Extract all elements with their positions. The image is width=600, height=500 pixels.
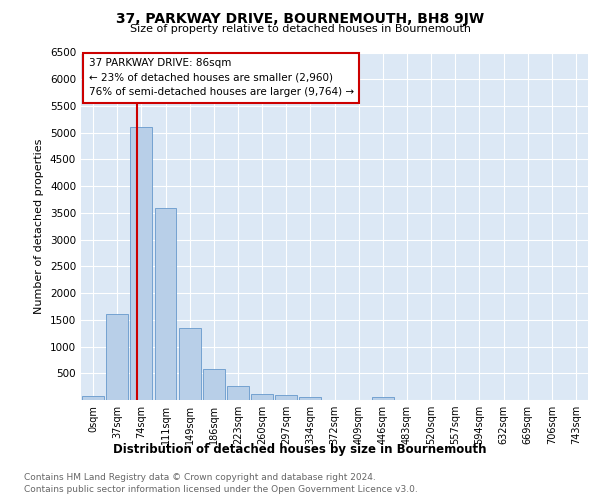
- Bar: [203, 369, 224, 400]
- Bar: [251, 394, 273, 400]
- Bar: [106, 314, 128, 400]
- Bar: [82, 396, 104, 400]
- Bar: [155, 208, 176, 400]
- Bar: [130, 128, 152, 400]
- Text: Distribution of detached houses by size in Bournemouth: Distribution of detached houses by size …: [113, 442, 487, 456]
- Bar: [179, 328, 200, 400]
- Text: Contains public sector information licensed under the Open Government Licence v3: Contains public sector information licen…: [24, 485, 418, 494]
- Bar: [299, 397, 321, 400]
- Bar: [227, 386, 249, 400]
- Bar: [372, 397, 394, 400]
- Bar: [275, 394, 297, 400]
- Text: Size of property relative to detached houses in Bournemouth: Size of property relative to detached ho…: [130, 24, 470, 34]
- Text: Contains HM Land Registry data © Crown copyright and database right 2024.: Contains HM Land Registry data © Crown c…: [24, 472, 376, 482]
- Text: 37, PARKWAY DRIVE, BOURNEMOUTH, BH8 9JW: 37, PARKWAY DRIVE, BOURNEMOUTH, BH8 9JW: [116, 12, 484, 26]
- Text: 37 PARKWAY DRIVE: 86sqm
← 23% of detached houses are smaller (2,960)
76% of semi: 37 PARKWAY DRIVE: 86sqm ← 23% of detache…: [89, 58, 354, 98]
- Y-axis label: Number of detached properties: Number of detached properties: [34, 138, 44, 314]
